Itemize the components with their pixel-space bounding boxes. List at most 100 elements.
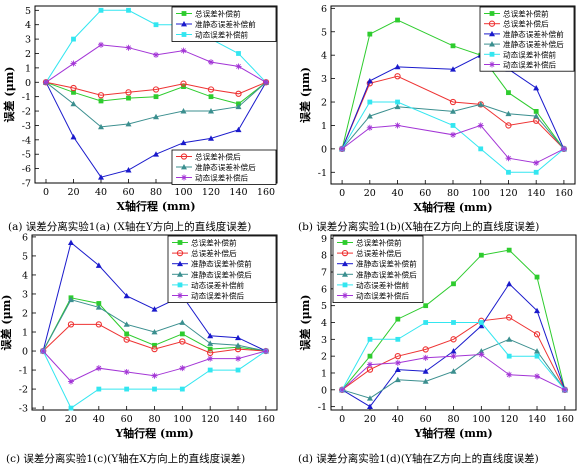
data-point (534, 373, 541, 380)
legend-marker (177, 260, 183, 267)
data-point (366, 124, 373, 131)
data-point (533, 108, 539, 114)
data-point (450, 348, 457, 354)
data-point (450, 131, 456, 138)
data-point (153, 151, 159, 157)
data-point (68, 405, 74, 411)
legend-label: 准静态误差补偿后 (191, 269, 252, 279)
data-point (98, 7, 104, 13)
y-tick-label: -3 (22, 121, 31, 132)
y-tick-label: 0 (22, 347, 28, 358)
data-point (235, 90, 242, 97)
x-tick-label: 20 (364, 414, 376, 425)
x-axis-label: Y轴行程 (mm) (413, 426, 492, 440)
data-point (179, 319, 186, 325)
legend-label: 总误差补偿前 (356, 238, 402, 248)
y-tick-label: 6 (321, 284, 327, 295)
data-point (124, 386, 130, 392)
data-point (394, 122, 401, 129)
data-point (506, 353, 512, 359)
data-point (395, 17, 400, 23)
x-tick-label: 60 (121, 414, 133, 425)
data-point (339, 145, 346, 152)
data-point (394, 366, 401, 373)
legend-marker (489, 41, 495, 47)
data-point (235, 367, 241, 373)
series-line-4 (42, 350, 267, 409)
x-tick-label: 40 (95, 187, 107, 198)
data-point (153, 94, 159, 100)
legend-marker (181, 164, 187, 170)
data-point (67, 239, 74, 246)
y-axis-label: 误差 (μm) (298, 295, 312, 351)
y-tick-label: 5 (22, 251, 28, 262)
data-point (478, 146, 484, 152)
data-point (506, 90, 511, 96)
data-point (450, 353, 457, 360)
data-point (151, 372, 158, 379)
data-point (423, 303, 429, 309)
legend-marker (181, 21, 187, 27)
data-point (395, 316, 401, 322)
legend-label: 总误差补偿前 (503, 9, 549, 19)
data-point (71, 36, 76, 42)
data-point (153, 113, 159, 120)
legend-label: 动态误差补偿前 (195, 30, 249, 40)
data-point (125, 44, 132, 51)
data-point (97, 92, 105, 99)
caption-c: (c) 误差分离实验1(c)(Y轴在X方向上的直线度误差) (6, 452, 245, 465)
data-point (560, 145, 567, 152)
x-tick-label: 0 (339, 414, 345, 425)
data-point (422, 346, 429, 353)
data-point (533, 84, 540, 91)
data-point (395, 99, 400, 105)
data-point (207, 346, 213, 352)
y-tick-label: 3 (321, 74, 327, 85)
data-point (477, 122, 484, 129)
y-tick-label: 1 (321, 121, 327, 132)
x-tick-label: 160 (257, 414, 275, 425)
data-point (96, 301, 102, 306)
y-tick-label: -3 (19, 404, 28, 415)
data-point (505, 155, 512, 162)
data-point (506, 314, 513, 321)
legend-marker (181, 11, 187, 16)
legend-marker (181, 32, 187, 37)
y-tick-label: 8 (321, 251, 327, 262)
data-point (98, 98, 104, 104)
data-point (506, 247, 512, 253)
x-tick-label: 140 (528, 414, 546, 425)
data-point (450, 123, 456, 128)
y-tick-label: 9 (321, 234, 327, 245)
x-tick-label: 140 (229, 187, 247, 198)
legend-box (167, 235, 277, 303)
legend-label: 准静态误差补偿前 (195, 19, 256, 29)
legend-label: 动态误差补偿前 (191, 280, 245, 290)
data-point (422, 378, 429, 384)
x-tick-label: 0 (339, 188, 345, 199)
data-point (96, 386, 102, 392)
x-tick-label: 100 (472, 414, 490, 425)
legend-label: 准静态误差补偿后 (503, 39, 564, 49)
x-tick-label: 160 (257, 187, 275, 198)
caption-a: (a) 误差分离实验1(a) (X轴在Y方向上的直线度误差) (8, 220, 251, 233)
y-tick-label: 4 (321, 318, 327, 329)
data-point (123, 368, 130, 375)
y-tick-label: -6 (22, 164, 31, 175)
data-point (95, 365, 102, 372)
data-point (422, 354, 429, 361)
data-point (235, 126, 242, 133)
x-tick-label: 20 (65, 414, 77, 425)
legend-label: 动态误差补偿后 (191, 291, 245, 301)
data-point (179, 386, 185, 392)
data-point (235, 334, 242, 341)
data-point (534, 348, 541, 354)
chart-panel-a: 0 20 40 60 80 100 120 140 160 -7 -6 -5 -4 -3 -2 -1 0 1 2 3 4… (2, 5, 278, 213)
legend-marker (342, 260, 348, 267)
data-point (179, 365, 186, 372)
data-point (478, 351, 485, 358)
x-tick-label: 60 (419, 188, 431, 199)
y-axis-label: 误差 (μm) (298, 67, 312, 123)
legend-label: 动态误差补偿后 (195, 173, 249, 183)
